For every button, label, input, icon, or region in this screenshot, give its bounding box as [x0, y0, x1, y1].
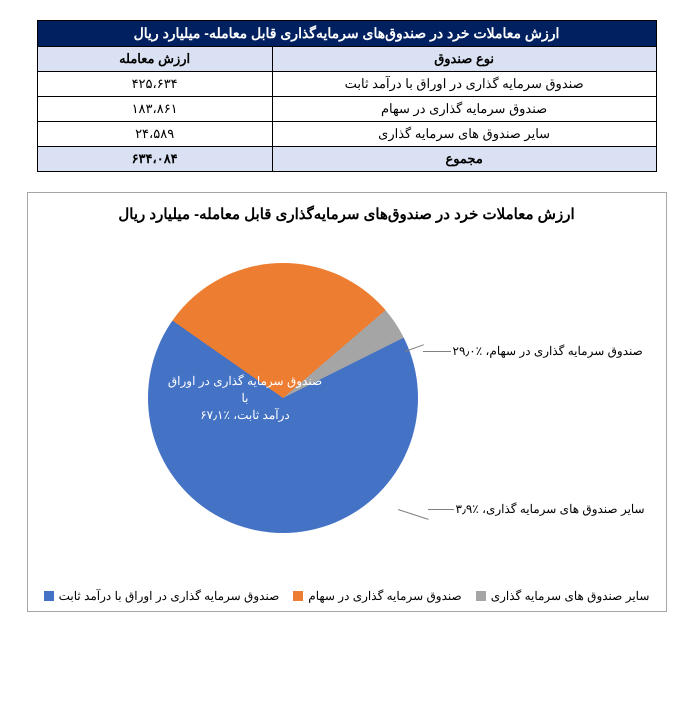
legend-item: سایر صندوق های سرمایه گذاری: [476, 589, 650, 603]
chart-body: صندوق سرمایه گذاری در سهام، ٪۲۹٫۰ سایر ص…: [38, 233, 656, 583]
col-header-type: نوع صندوق: [272, 47, 656, 72]
pie-chart-card: ارزش معاملات خرد در صندوق‌های سرمایه‌گذا…: [27, 192, 667, 612]
table-footer-row: مجموع ۶۳۴،۰۸۴: [37, 147, 656, 172]
cell-type: صندوق سرمایه گذاری در اوراق با درآمد ثاب…: [272, 72, 656, 97]
footer-value: ۶۳۴،۰۸۴: [37, 147, 272, 172]
legend-swatch: [293, 591, 303, 601]
table-title: ارزش معاملات خرد در صندوق‌های سرمایه‌گذا…: [37, 21, 656, 47]
slice-label-other: سایر صندوق های سرمایه گذاری، ٪۳٫۹: [456, 501, 645, 518]
legend-item: صندوق سرمایه گذاری در اوراق با درآمد ثاب…: [44, 589, 280, 603]
cell-value: ۴۲۵،۶۳۴: [37, 72, 272, 97]
slice-label-fixed-l2: درآمد ثابت، ٪۶۷٫۱: [200, 408, 290, 422]
slice-label-fixed-l1: صندوق سرمایه گذاری در اوراق با: [168, 374, 322, 405]
leader-line: [397, 509, 428, 520]
legend-swatch: [476, 591, 486, 601]
legend-label: صندوق سرمایه گذاری در سهام: [308, 589, 461, 603]
chart-title: ارزش معاملات خرد در صندوق‌های سرمایه‌گذا…: [38, 205, 656, 223]
table-row: صندوق سرمایه گذاری در سهام ۱۸۳،۸۶۱: [37, 97, 656, 122]
leader-line: [428, 509, 454, 510]
funds-table: ارزش معاملات خرد در صندوق‌های سرمایه‌گذا…: [37, 20, 657, 172]
legend-swatch: [44, 591, 54, 601]
cell-value: ۲۴،۵۸۹: [37, 122, 272, 147]
col-header-value: ارزش معامله: [37, 47, 272, 72]
legend-label: سایر صندوق های سرمایه گذاری: [491, 589, 650, 603]
slice-label-equity: صندوق سرمایه گذاری در سهام، ٪۲۹٫۰: [453, 343, 643, 360]
legend-item: صندوق سرمایه گذاری در سهام: [293, 589, 461, 603]
cell-type: سایر صندوق های سرمایه گذاری: [272, 122, 656, 147]
footer-type: مجموع: [272, 147, 656, 172]
leader-line: [423, 351, 451, 352]
legend-label: صندوق سرمایه گذاری در اوراق با درآمد ثاب…: [59, 589, 280, 603]
table-row: صندوق سرمایه گذاری در اوراق با درآمد ثاب…: [37, 72, 656, 97]
cell-value: ۱۸۳،۸۶۱: [37, 97, 272, 122]
cell-type: صندوق سرمایه گذاری در سهام: [272, 97, 656, 122]
slice-label-fixed: صندوق سرمایه گذاری در اوراق با درآمد ثاب…: [168, 373, 323, 423]
table-row: سایر صندوق های سرمایه گذاری ۲۴،۵۸۹: [37, 122, 656, 147]
chart-legend: صندوق سرمایه گذاری در اوراق با درآمد ثاب…: [38, 589, 656, 603]
funds-table-wrapper: ارزش معاملات خرد در صندوق‌های سرمایه‌گذا…: [37, 20, 657, 172]
